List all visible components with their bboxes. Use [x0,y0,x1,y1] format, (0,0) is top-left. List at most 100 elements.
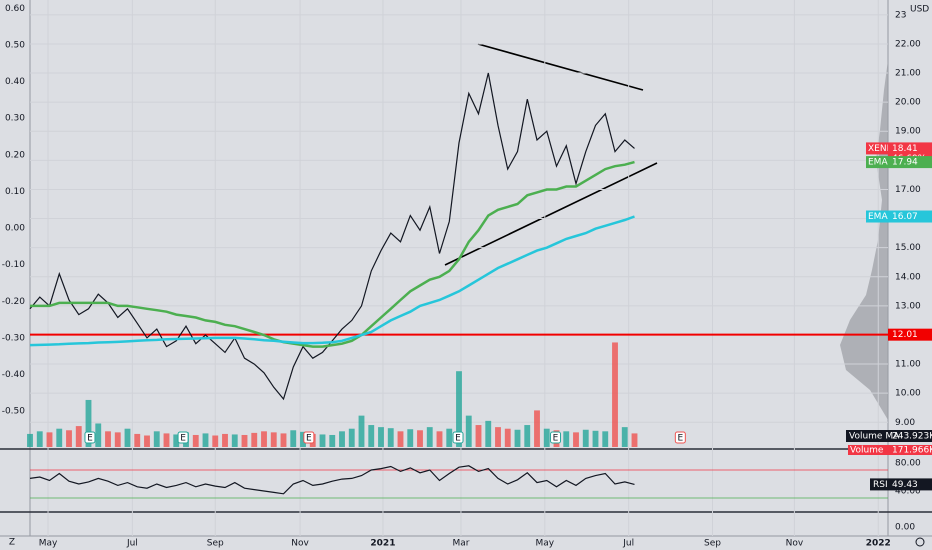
x-tick-label: Jul [622,539,634,549]
name-tag-label: XENE [868,144,893,154]
volume-bar [387,428,394,447]
price-line [30,160,635,348]
corner-label[interactable]: Z [9,538,15,548]
volume-bar [114,432,121,447]
y-tick-label: 9.00 [895,418,915,428]
event-label: E [180,434,186,444]
volume-bar [280,433,287,447]
event-marker [303,431,315,444]
volume-bar [592,430,599,447]
volume-bar [368,425,375,447]
volume-bar [446,428,453,447]
name-tag [866,142,888,155]
y2-tick-label: 0.10 [5,187,25,197]
volume-bar [329,434,336,447]
volume-bar [144,435,150,447]
volume-bar [241,434,248,447]
volume-ma-tag [846,430,932,442]
event-marker [452,431,464,444]
volume-bar [319,434,326,447]
volume-bar [105,431,111,447]
x-tick-label: Sep [207,539,224,549]
volume-bar [612,342,618,447]
volume-bar [495,427,501,447]
value-tag [888,210,932,223]
x-tick-label: Sep [704,539,721,549]
x-tick-label: Nov [291,539,309,549]
rsi-tag-name: RSI [873,480,888,490]
volume-bar [202,433,209,447]
volume-bar [95,423,102,447]
y2-tick-label: 0.50 [5,41,25,51]
volume-bar [270,432,277,447]
volume-bar [85,399,92,447]
y2-tick-label: -0.20 [2,297,26,307]
volume-bar [563,431,570,447]
event-marker [177,431,189,444]
volume-bar [621,427,628,447]
volume-bar [407,429,414,447]
settings-icon[interactable] [915,537,925,547]
x-tick-label: May [535,539,554,549]
volume-bar [543,428,550,447]
name-tag-label: EMA [868,212,888,222]
rsi-tag-value: 49.43 [892,480,918,490]
volume-bar [456,371,462,447]
volume-profile [840,60,888,420]
volume-tag-name: Volume [850,446,884,456]
name-tag-label: EMA [868,158,888,168]
event-label: E [87,434,93,444]
y2-tick-label: 0.00 [5,224,25,234]
volume-bar [582,429,589,447]
event-marker [550,431,562,444]
lower-tick-label: 0.00 [895,523,915,533]
y-tick-label: 11.00 [895,360,921,370]
volume-bar [300,431,306,447]
volume-bar [173,434,180,447]
price-line [29,215,635,347]
volume-bar [602,431,609,447]
y-tick-label: 21.00 [895,69,921,79]
y-tick-label: 23 [895,10,906,20]
rsi-tick-label: 80.00 [895,459,921,469]
y2-tick-label: 0.30 [5,114,25,124]
volume-bar [397,431,404,447]
value-tag-label: 17.94 [892,158,918,168]
volume-bar [36,431,43,447]
name-tag [866,156,888,169]
volume-bar [524,425,531,447]
volume-bar [631,433,638,447]
volume-bar [504,428,511,447]
volume-bar [426,427,433,447]
event-label: E [553,434,559,444]
y-tick-label: 20.00 [895,98,921,108]
y2-tick-label: -0.40 [2,370,26,380]
y2-tick-label: -0.10 [2,260,26,270]
volume-bar [124,428,131,447]
volume-ma-value: 243.923K [892,432,932,442]
currency: USD [910,5,929,15]
event-label: E [455,434,461,444]
volume-bar [417,430,423,447]
event-label: E [677,434,683,444]
volume-bar [475,425,482,447]
name-tag [866,210,888,223]
volume-bar [485,420,492,447]
volume-ma-name: Volume MA [849,432,900,442]
volume-bar [212,435,219,447]
volume-bar [153,431,160,447]
value-tag [888,156,932,169]
x-tick-label: Mar [452,539,469,549]
volume-bar [261,431,267,447]
level-tag [888,328,932,341]
y2-tick-label: -0.30 [2,333,26,343]
rsi-line [29,465,635,495]
x-tick-label: Nov [786,539,804,549]
y-tick-label: 17.00 [895,185,921,195]
volume-bar [378,427,384,447]
volume-bar [339,431,345,447]
rsi-tag [870,478,932,491]
volume-bar [465,415,472,447]
